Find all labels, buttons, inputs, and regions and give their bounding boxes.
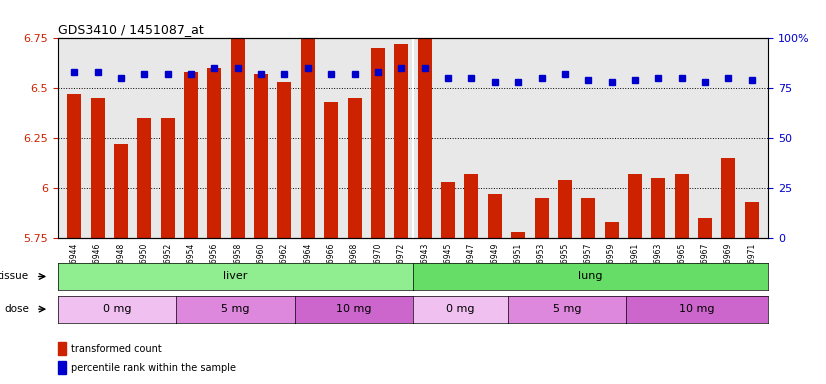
Bar	[114, 144, 128, 238]
Text: 10 mg: 10 mg	[336, 304, 372, 314]
Bar	[325, 102, 338, 238]
Text: 5 mg: 5 mg	[553, 304, 582, 314]
Bar	[441, 182, 455, 238]
Text: GDS3410 / 1451087_at: GDS3410 / 1451087_at	[58, 23, 203, 36]
Bar	[348, 98, 362, 238]
Text: 5 mg: 5 mg	[221, 304, 249, 314]
Bar	[394, 45, 408, 238]
Bar	[464, 174, 478, 238]
Bar	[721, 158, 735, 238]
Bar	[301, 38, 315, 238]
Bar	[675, 174, 689, 238]
Bar	[652, 178, 666, 238]
Bar	[207, 68, 221, 238]
Bar	[254, 74, 268, 238]
Text: dose: dose	[4, 304, 29, 314]
Bar	[698, 218, 712, 238]
Text: 10 mg: 10 mg	[680, 304, 714, 314]
Bar	[745, 202, 759, 238]
Bar	[534, 198, 548, 238]
Text: transformed count: transformed count	[70, 344, 161, 354]
Bar	[418, 38, 432, 238]
Bar	[278, 82, 292, 238]
Bar	[488, 194, 502, 238]
Bar	[137, 118, 151, 238]
Bar	[582, 198, 596, 238]
Bar	[230, 38, 244, 238]
Text: 0 mg: 0 mg	[102, 304, 131, 314]
Bar	[67, 94, 81, 238]
Bar	[511, 232, 525, 238]
Bar	[58, 342, 66, 355]
Text: tissue: tissue	[0, 271, 29, 281]
Bar	[605, 222, 619, 238]
Bar	[628, 174, 642, 238]
Bar	[184, 72, 198, 238]
Bar	[58, 361, 66, 374]
Text: lung: lung	[578, 271, 603, 281]
Bar	[160, 118, 174, 238]
Bar	[91, 98, 105, 238]
Text: percentile rank within the sample: percentile rank within the sample	[70, 363, 235, 373]
Text: liver: liver	[223, 271, 248, 281]
Bar	[558, 180, 572, 238]
Text: 0 mg: 0 mg	[446, 304, 475, 314]
Bar	[371, 48, 385, 238]
